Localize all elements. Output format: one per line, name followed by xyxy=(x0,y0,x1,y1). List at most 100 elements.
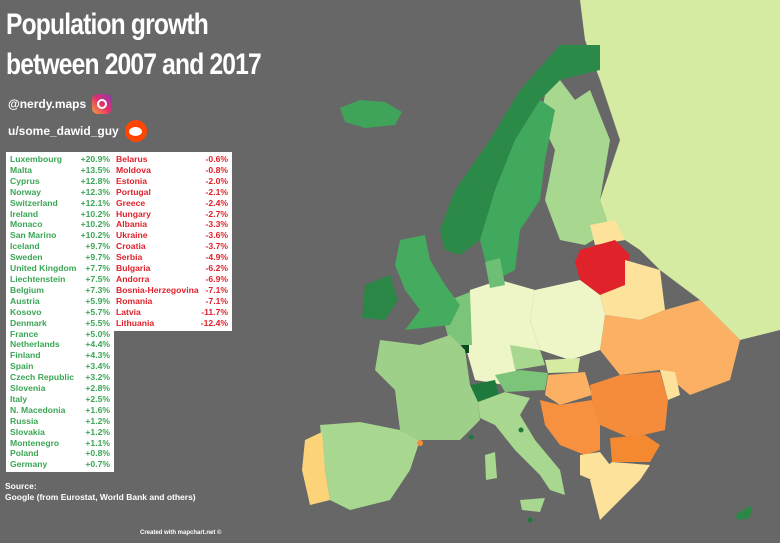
country-name: Belgium xyxy=(10,284,44,295)
growth-table: Luxembourg +20.9% Malta +13.5% Cyprus +12.8% N… xyxy=(6,152,114,473)
growth-value: +2.5% xyxy=(85,393,110,404)
table-row: Montenegro +1.1% xyxy=(10,438,110,449)
region-spain xyxy=(320,422,420,510)
growth-value: -3.7% xyxy=(205,241,228,252)
growth-value: +20.9% xyxy=(80,154,110,164)
growth-value: +12.8% xyxy=(80,175,110,186)
country-name: Ireland xyxy=(10,208,39,219)
table-row: Cyprus +12.8% xyxy=(10,176,110,187)
growth-value: +3.4% xyxy=(85,361,110,372)
growth-value: -0.8% xyxy=(205,164,228,175)
growth-value: +0.8% xyxy=(85,448,110,459)
table-row: Lithuania -12.4% xyxy=(116,318,228,329)
region-russia xyxy=(580,0,780,340)
table-row: Liechtenstein +7.5% xyxy=(10,274,110,285)
growth-value: +13.5% xyxy=(80,164,110,175)
country-name: Moldova xyxy=(116,164,151,175)
region-greece xyxy=(590,462,650,520)
table-row: Czech Republic +3.2% xyxy=(10,372,110,383)
credit-text: Created with mapchart.net © xyxy=(140,530,222,536)
source-note: Source: Google (from Eurostat, World Ban… xyxy=(5,481,196,503)
country-name: N. Macedonia xyxy=(10,404,66,415)
growth-value: +10.2% xyxy=(80,219,110,230)
table-row: Belarus -0.6% xyxy=(116,154,228,165)
country-name: Greece xyxy=(116,197,146,208)
region-monaco xyxy=(468,434,474,440)
growth-value: -0.6% xyxy=(205,154,228,164)
region-malta xyxy=(527,517,533,523)
country-name: Netherlands xyxy=(10,339,60,350)
country-name: Russia xyxy=(10,415,39,426)
title-line-1: Population growth xyxy=(6,8,209,41)
growth-value: +12.1% xyxy=(80,197,110,208)
country-name: Ukraine xyxy=(116,230,148,241)
region-sardinia xyxy=(485,452,497,480)
reddit-handle: u/some_dawid_guy xyxy=(8,120,147,142)
table-row: Germany +0.7% xyxy=(10,459,110,470)
growth-value: -12.4% xyxy=(200,317,228,328)
country-name: Germany xyxy=(10,459,48,470)
country-name: Latvia xyxy=(116,306,141,317)
table-row: Estonia -2.0% xyxy=(116,176,228,187)
country-name: Spain xyxy=(10,361,34,372)
country-name: Estonia xyxy=(116,175,148,186)
table-row: N. Macedonia +1.6% xyxy=(10,405,110,416)
growth-value: -2.4% xyxy=(205,197,228,208)
country-name: Bulgaria xyxy=(116,263,151,274)
country-name: Denmark xyxy=(10,317,47,328)
reddit-icon xyxy=(124,120,147,142)
country-name: Cyprus xyxy=(10,175,40,186)
growth-value: +0.7% xyxy=(85,459,110,470)
country-name: Belarus xyxy=(116,154,148,164)
growth-value: +7.3% xyxy=(85,284,110,295)
region-sicily xyxy=(520,498,545,512)
country-name: Switzerland xyxy=(10,197,58,208)
source-label: Source: xyxy=(5,481,37,491)
growth-value: +3.2% xyxy=(85,372,110,383)
table-row: Albania -3.3% xyxy=(116,219,228,230)
region-poland xyxy=(530,280,605,360)
table-row: Bosnia-Herzegovina -7.1% xyxy=(116,285,228,296)
growth-value: +2.8% xyxy=(85,383,110,394)
table-row: France +5.0% xyxy=(10,329,110,340)
growth-value: +1.6% xyxy=(85,404,110,415)
growth-value: -6.2% xyxy=(205,263,228,274)
region-norway xyxy=(440,45,600,255)
country-name: France xyxy=(10,328,39,339)
region-italy xyxy=(478,392,565,495)
region-estonia xyxy=(590,220,625,245)
table-row: Serbia -4.9% xyxy=(116,252,228,263)
growth-value: +9.7% xyxy=(85,241,110,252)
country-name: Andorra xyxy=(116,273,150,284)
region-hungary xyxy=(545,372,592,405)
table-row: Luxembourg +20.9% xyxy=(10,154,110,165)
growth-value: -2.0% xyxy=(205,175,228,186)
table-row: Latvia -11.7% xyxy=(116,307,228,318)
country-name: Norway xyxy=(10,186,42,197)
region-united-kingdom xyxy=(395,235,460,330)
growth-value: -2.7% xyxy=(205,208,228,219)
country-name: United Kingdom xyxy=(10,263,77,274)
region-finland xyxy=(540,80,610,245)
country-name: Bosnia-Herzegovina xyxy=(116,284,199,295)
country-name: Lithuania xyxy=(116,317,155,328)
growth-value: -11.7% xyxy=(201,306,228,317)
table-row: Croatia -3.7% xyxy=(116,241,228,252)
growth-value: +1.2% xyxy=(85,415,110,426)
country-name: Sweden xyxy=(10,252,43,263)
region-macedonia-albania xyxy=(580,452,610,480)
growth-value: +5.5% xyxy=(85,317,110,328)
country-name: Serbia xyxy=(116,252,143,263)
growth-value: -7.1% xyxy=(205,295,228,306)
table-row: Slovenia +2.8% xyxy=(10,383,110,394)
region-russia-north xyxy=(650,0,700,25)
table-row: Portugal -2.1% xyxy=(116,187,228,198)
region-romania xyxy=(590,372,668,438)
region-cyprus xyxy=(735,505,752,520)
country-name: Austria xyxy=(10,295,40,306)
country-name: Slovenia xyxy=(10,383,46,394)
table-row: Greece -2.4% xyxy=(116,198,228,209)
decline-table: Belarus -0.6% Moldova -0.8% Estonia -2.0% Port… xyxy=(112,152,232,331)
country-name: Malta xyxy=(10,164,32,175)
country-name: Poland xyxy=(10,448,39,459)
